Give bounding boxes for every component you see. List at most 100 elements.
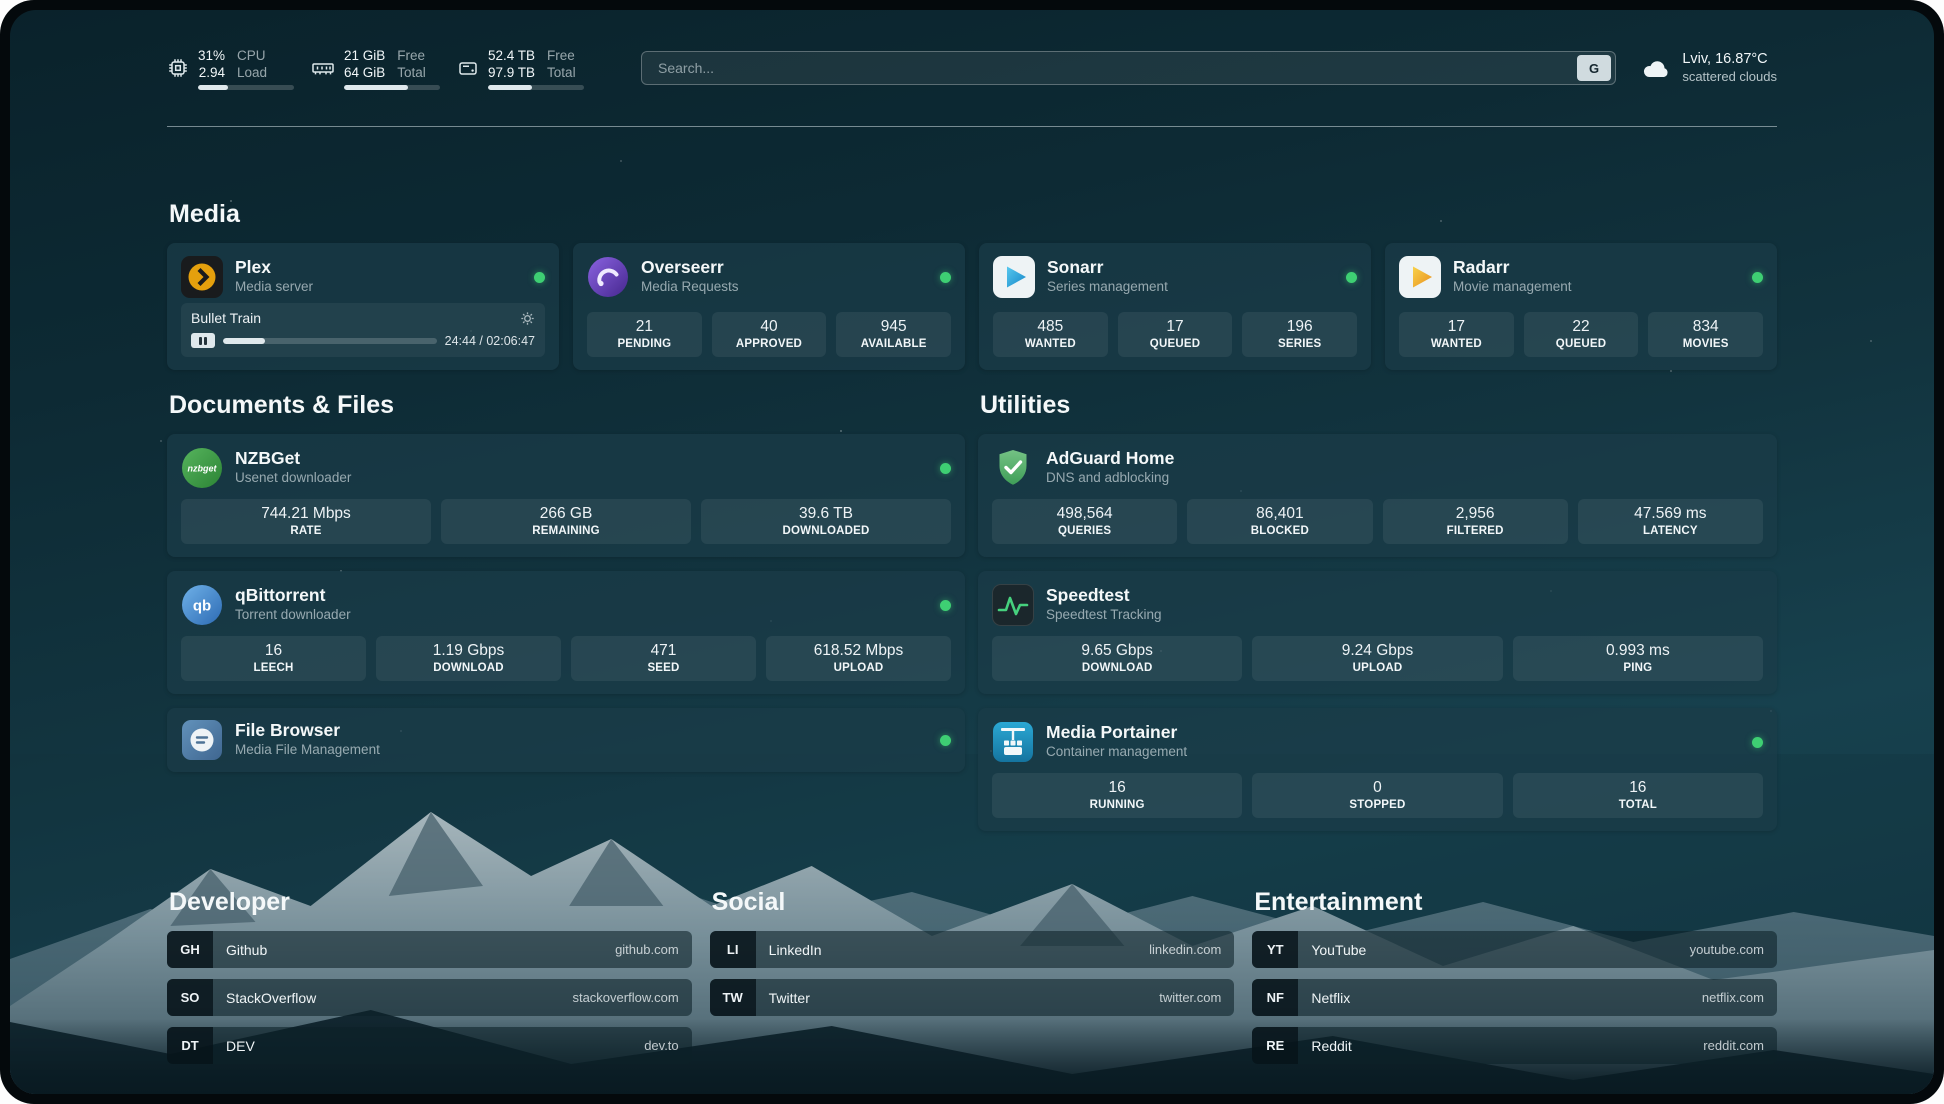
bookmark-name: DEV <box>226 1037 255 1054</box>
bookmark-domain: linkedin.com <box>1149 942 1222 957</box>
bookmark-domain: reddit.com <box>1703 1038 1764 1053</box>
service-subtitle: Media Requests <box>641 279 739 294</box>
bookmark-abbr: TW <box>709 979 756 1016</box>
stat-wanted: 17 WANTED <box>1399 312 1514 357</box>
service-title: File Browser <box>235 720 341 740</box>
plex-icon <box>181 256 223 298</box>
service-subtitle: Movie management <box>1453 279 1572 294</box>
entertainment-group-title: Entertainment <box>1254 888 1423 916</box>
status-dot <box>940 462 951 474</box>
bookmark-linkedin[interactable]: LI LinkedIn linkedin.com <box>709 931 1235 968</box>
stat-total: 16 TOTAL <box>1512 773 1763 818</box>
bookmark-netflix[interactable]: NF Netflix netflix.com <box>1252 979 1777 1016</box>
service-link-portainer[interactable]: Media Portainer Container management <box>992 721 1187 763</box>
section-media: Media <box>167 199 1777 370</box>
service-link-sonarr[interactable]: Sonarr Series management <box>993 256 1168 298</box>
disk-progress-bar <box>488 84 584 90</box>
bookmark-abbr: YT <box>1252 931 1299 968</box>
media-section-title: Media <box>169 200 240 228</box>
service-card-portainer: Media Portainer Container management 16 … <box>978 708 1777 831</box>
nzbget-icon: nzbget <box>181 447 223 489</box>
service-subtitle: Torrent downloader <box>235 607 351 622</box>
service-card-radarr: Radarr Movie management 17 WANTED <box>1385 243 1777 370</box>
utilities-section-title: Utilities <box>980 391 1071 419</box>
bookmark-name: StackOverflow <box>226 989 317 1006</box>
bookmark-twitter[interactable]: TW Twitter twitter.com <box>709 979 1235 1016</box>
cpu-progress-bar <box>198 84 294 90</box>
bookmark-github[interactable]: GH Github github.com <box>167 931 692 968</box>
developer-group-title: Developer <box>169 888 290 916</box>
stat-downloaded: 39.6 TB DOWNLOADED <box>701 499 951 544</box>
service-link-plex[interactable]: Plex Media server <box>181 256 313 298</box>
bookmark-youtube[interactable]: YT YouTube youtube.com <box>1252 931 1777 968</box>
portainer-icon <box>992 721 1034 763</box>
service-subtitle: Media server <box>235 279 314 294</box>
service-title: Plex <box>235 257 271 277</box>
service-title: Media Portainer <box>1046 722 1178 742</box>
service-title: Overseerr <box>641 257 724 277</box>
qbittorrent-icon: qb <box>181 584 223 626</box>
snow-specks <box>10 10 12 12</box>
stat-available: 945 AVAILABLE <box>836 312 952 357</box>
disk-widget: 52.4 TB 97.9 TB Free Total <box>457 47 584 90</box>
bookmark-abbr: GH <box>167 931 213 968</box>
search-provider-button[interactable]: G <box>1577 55 1611 81</box>
bookmark-name: Twitter <box>768 989 810 1006</box>
service-link-filebrowser[interactable]: File Browser Media File Management <box>181 719 380 761</box>
stat-download: 1.19 Gbps DOWNLOAD <box>376 636 561 681</box>
playback-progress-bar <box>223 337 437 344</box>
stat-stopped: 0 STOPPED <box>1252 773 1503 818</box>
stat-pending: 21 PENDING <box>587 312 702 357</box>
bookmark-abbr: LI <box>709 931 756 968</box>
service-card-qbittorrent: qb qBittorrent Torrent downloader <box>167 571 965 694</box>
adguard-icon <box>992 447 1034 489</box>
stat-leech: 16 LEECH <box>181 636 366 681</box>
bookmark-group-social: Social LI LinkedIn linkedin.com TW Twitt… <box>709 887 1235 1064</box>
stat-series: 196 SERIES <box>1242 312 1358 357</box>
bookmark-abbr: NF <box>1252 979 1299 1016</box>
playback-time: 24:44 / 02:06:47 <box>444 333 535 348</box>
service-title: AdGuard Home <box>1046 448 1175 468</box>
memory-icon <box>312 63 334 75</box>
pause-button[interactable] <box>191 333 215 348</box>
weather-condition: scattered clouds <box>1682 69 1777 84</box>
service-subtitle: Media File Management <box>235 742 380 757</box>
stat-filtered: 2,956 FILTERED <box>1382 499 1568 544</box>
service-link-speedtest[interactable]: Speedtest Speedtest Tracking <box>992 584 1162 626</box>
service-card-sonarr: Sonarr Series management 485 WANTED <box>979 243 1371 370</box>
service-link-overseerr[interactable]: Overseerr Media Requests <box>587 256 739 298</box>
bookmark-name: YouTube <box>1311 941 1367 958</box>
service-link-radarr[interactable]: Radarr Movie management <box>1399 256 1572 298</box>
bookmark-stackoverflow[interactable]: SO StackOverflow stackoverflow.com <box>167 979 692 1016</box>
stat-queries: 498,564 QUERIES <box>992 499 1178 544</box>
service-subtitle: DNS and adblocking <box>1046 470 1170 485</box>
bookmark-abbr: SO <box>167 979 213 1016</box>
stat-movies: 834 MOVIES <box>1648 312 1764 357</box>
cpu-icon <box>169 59 187 77</box>
disk-free: 52.4 TB <box>488 47 536 63</box>
bookmark-dev[interactable]: DT DEV dev.to <box>167 1027 692 1064</box>
status-dot <box>1752 736 1763 748</box>
service-link-nzbget[interactable]: nzbget NZBGet Usenet downloader <box>181 447 351 489</box>
search-input[interactable] <box>656 59 1577 77</box>
memory-free-label: Free <box>397 47 426 63</box>
status-dot <box>1752 271 1763 283</box>
status-dot <box>940 734 951 746</box>
social-group-title: Social <box>711 888 786 916</box>
memory-total-label: Total <box>397 64 426 80</box>
service-card-filebrowser: File Browser Media File Management <box>167 708 965 772</box>
service-link-qbittorrent[interactable]: qb qBittorrent Torrent downloader <box>181 584 351 626</box>
dashboard-screen: 31% 2.94 CPU Load <box>10 10 1934 1094</box>
service-card-adguard: AdGuard Home DNS and adblocking 498,564 … <box>978 434 1777 557</box>
stat-approved: 40 APPROVED <box>711 312 827 357</box>
bookmark-group-entertainment: Entertainment YT YouTube youtube.com NF … <box>1252 887 1777 1064</box>
service-title: Speedtest <box>1046 585 1130 605</box>
sonarr-icon <box>993 256 1035 298</box>
service-link-adguard[interactable]: AdGuard Home DNS and adblocking <box>992 447 1174 489</box>
radarr-icon <box>1399 256 1441 298</box>
service-subtitle: Speedtest Tracking <box>1046 607 1162 622</box>
bookmark-reddit[interactable]: RE Reddit reddit.com <box>1252 1027 1777 1064</box>
gear-icon[interactable] <box>520 311 535 326</box>
status-dot <box>1346 271 1357 283</box>
